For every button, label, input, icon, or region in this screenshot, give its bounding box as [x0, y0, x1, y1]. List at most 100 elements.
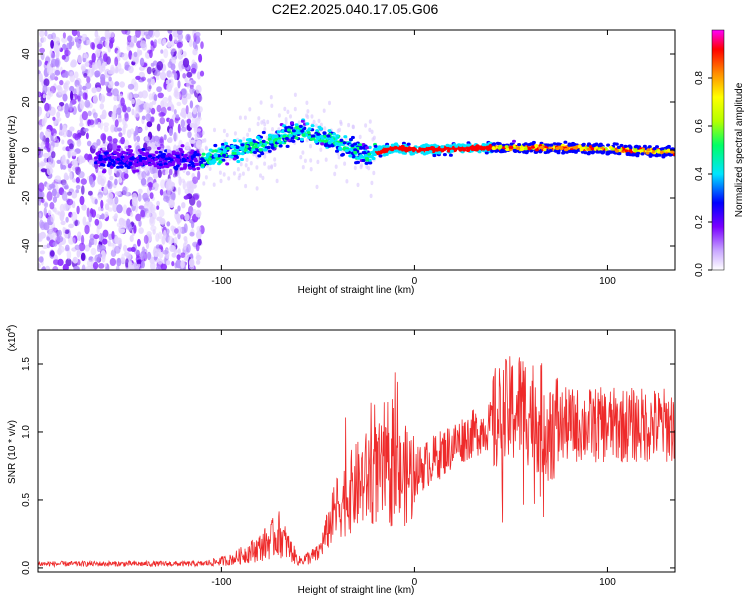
noise-point [208, 166, 212, 171]
noise-point [269, 95, 273, 100]
ridge-point [214, 154, 218, 158]
ridge-point [543, 150, 548, 155]
ridge-point [266, 145, 271, 150]
noise-point [256, 121, 260, 127]
noise-point [185, 171, 191, 176]
ridge-point [342, 141, 347, 145]
ridge-point [122, 151, 127, 155]
noise-point [124, 251, 130, 257]
noise-point [60, 155, 66, 166]
noise-point [201, 138, 205, 144]
noise-point [78, 171, 85, 179]
noise-point [59, 123, 63, 131]
noise-point [185, 141, 190, 150]
ridge-point [633, 145, 638, 149]
noise-point [174, 72, 178, 81]
noise-point [113, 126, 119, 133]
noise-point [166, 221, 171, 227]
ridge-point [248, 139, 253, 143]
noise-point [198, 53, 203, 63]
ridge-point [646, 148, 651, 152]
noise-point [41, 197, 45, 203]
noise-point [107, 79, 114, 89]
ridge-point [124, 164, 129, 168]
noise-point [100, 199, 104, 209]
ridge-point [102, 160, 107, 164]
noise-point [137, 238, 141, 247]
noise-point [154, 69, 161, 77]
ridge-point [509, 145, 514, 149]
noise-point [167, 136, 173, 144]
ridge-point [278, 144, 283, 148]
noise-point [195, 128, 202, 133]
ridge-point [498, 144, 503, 148]
noise-point [149, 192, 154, 200]
noise-point [87, 110, 92, 117]
ridge-point [261, 130, 266, 135]
noise-point [347, 122, 351, 128]
ridge-point [666, 144, 671, 149]
noise-point [118, 177, 123, 183]
ridge-point [186, 158, 191, 162]
ridge-point [113, 156, 118, 160]
noise-point [134, 108, 140, 118]
noise-point [118, 132, 123, 138]
noise-point [59, 102, 65, 107]
noise-point [333, 171, 337, 177]
noise-point [116, 107, 122, 115]
noise-point [114, 178, 118, 186]
ridge-point [597, 144, 602, 148]
ridge-point [135, 169, 140, 173]
spectrogram-x-tick-label: 100 [599, 276, 616, 287]
ridge-point [257, 137, 262, 141]
noise-point [69, 85, 75, 92]
noise-point [39, 231, 46, 239]
noise-point [138, 128, 143, 133]
noise-point [65, 80, 71, 85]
noise-point [233, 131, 237, 136]
noise-point [91, 87, 97, 94]
noise-point [184, 188, 190, 195]
noise-point [165, 169, 169, 175]
ridge-point [132, 169, 137, 173]
ridge-point [151, 153, 156, 157]
noise-point [146, 66, 152, 75]
ridge-point [501, 149, 506, 153]
noise-point [195, 242, 200, 252]
noise-point [141, 115, 146, 121]
noise-point [92, 261, 99, 270]
noise-point [170, 63, 176, 71]
ridge-point [195, 162, 200, 166]
ridge-point [276, 139, 281, 143]
noise-point [310, 114, 314, 119]
ridge-point [432, 153, 437, 158]
noise-point [132, 93, 140, 99]
ridge-point [240, 157, 244, 162]
noise-point [137, 193, 142, 202]
ridge-point [270, 146, 275, 150]
ridge-point [195, 153, 200, 157]
noise-point [100, 213, 105, 220]
ridge-point [358, 143, 363, 147]
ridge-point [294, 136, 299, 140]
noise-point [87, 68, 94, 78]
noise-point [163, 48, 169, 59]
ridge-point [384, 152, 389, 156]
noise-point [97, 194, 103, 200]
ridge-point [365, 146, 369, 150]
noise-point [47, 33, 54, 40]
noise-point [85, 82, 92, 90]
snr-x-label: Height of straight line (km) [298, 585, 415, 596]
noise-point [136, 263, 141, 268]
noise-point [54, 175, 61, 182]
noise-point [72, 237, 76, 245]
noise-point [197, 95, 203, 102]
noise-point [168, 199, 175, 208]
noise-point [202, 181, 206, 186]
noise-point [261, 175, 265, 181]
ridge-point [512, 139, 516, 143]
noise-point [185, 105, 189, 115]
noise-point [57, 104, 62, 111]
ridge-point [285, 144, 290, 148]
